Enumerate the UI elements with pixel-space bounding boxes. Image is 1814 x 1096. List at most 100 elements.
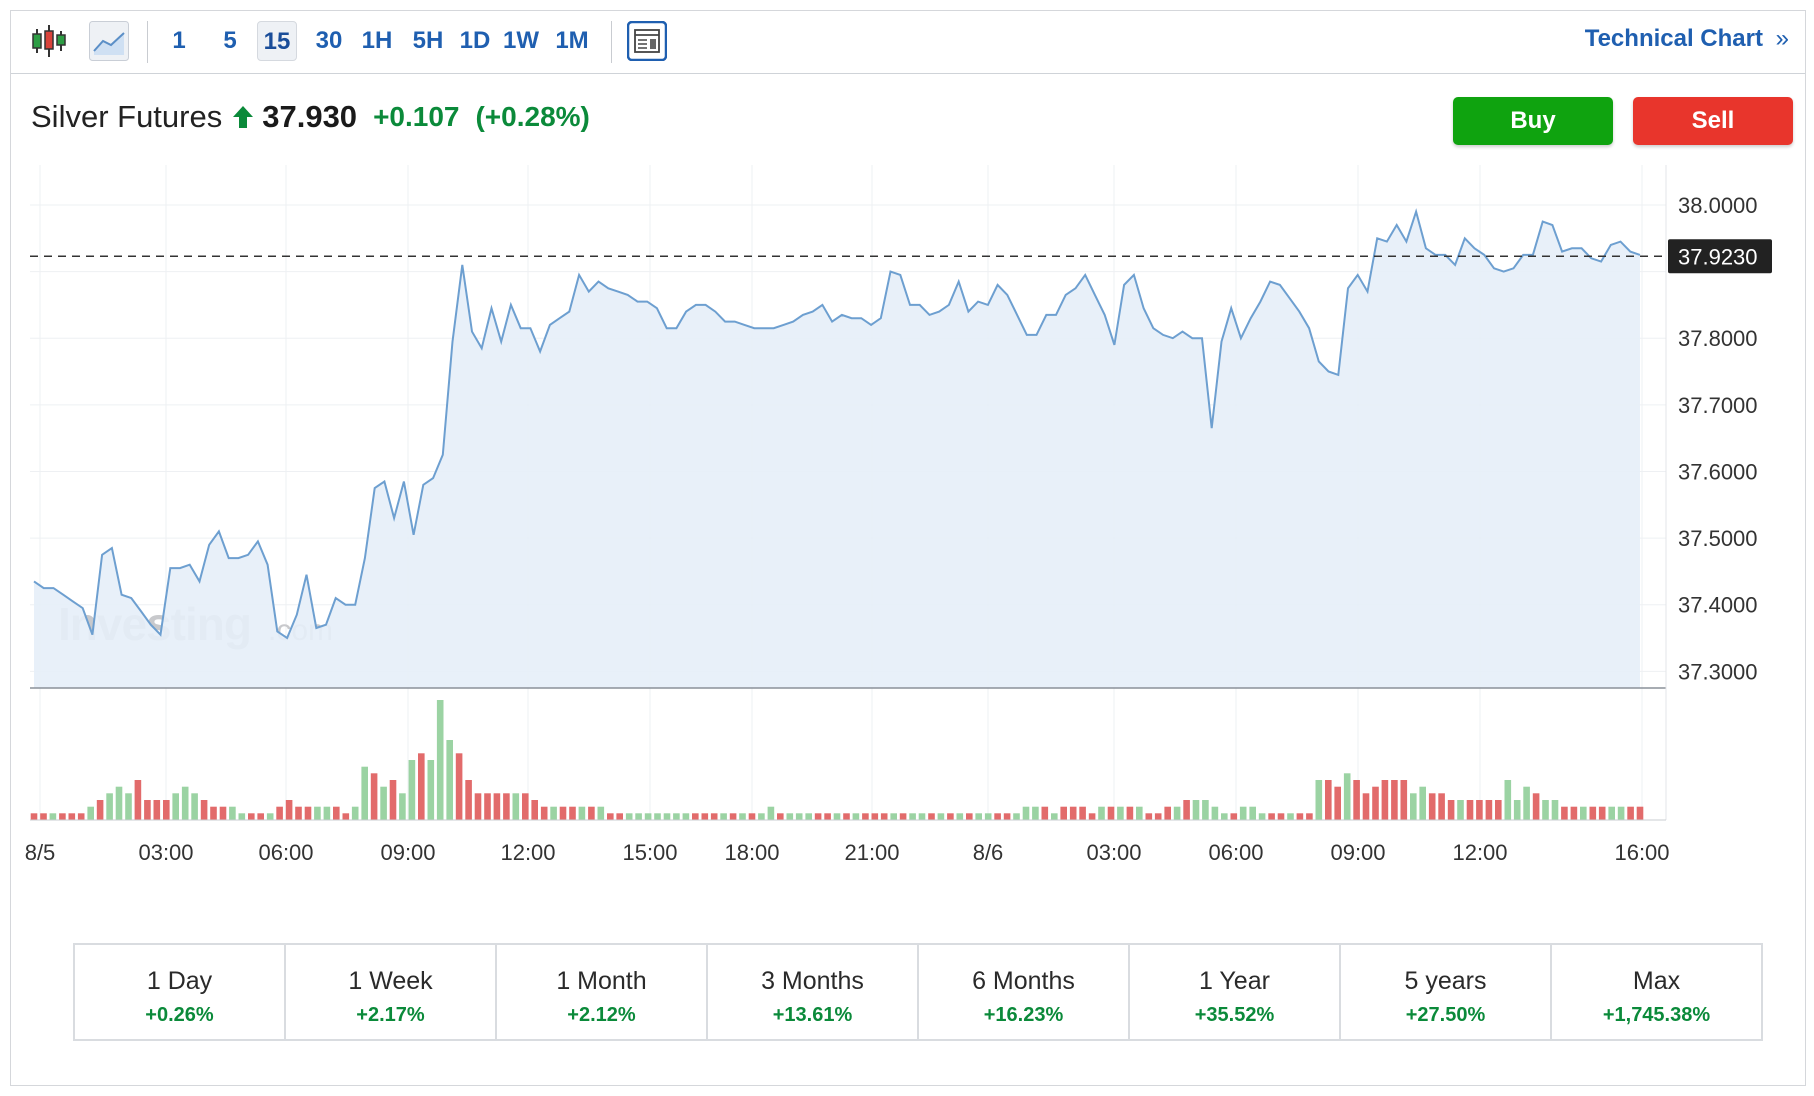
volume-bar (1173, 806, 1181, 820)
interval-button-1h[interactable]: 1H (361, 27, 393, 54)
volume-bar (40, 813, 47, 820)
volume-bar (852, 813, 860, 820)
period-6-months[interactable]: 6 Months +16.23% (919, 945, 1130, 1039)
volume-bar (1400, 780, 1408, 820)
buy-button[interactable]: Buy (1453, 97, 1613, 145)
period-label: 6 Months (972, 967, 1075, 995)
period-label: 1 Month (556, 967, 647, 995)
volume-bar (1353, 780, 1360, 820)
volume-bar (578, 806, 586, 820)
volume-bar (87, 806, 94, 820)
volume-bar (880, 813, 888, 820)
volume-bar (266, 813, 274, 820)
volume-bar (153, 800, 161, 820)
volume-bar (909, 813, 916, 820)
volume-bar (257, 813, 264, 820)
volume-bar (314, 806, 321, 820)
interval-button-1[interactable]: 1 (172, 27, 186, 54)
volume-bar (1051, 813, 1058, 820)
volume-bar (191, 793, 198, 820)
volume-bar (607, 813, 614, 820)
interval-button-1w[interactable]: 1W (503, 27, 539, 54)
area-chart-icon[interactable] (89, 21, 129, 61)
chart-layout-icon[interactable] (627, 21, 667, 61)
x-tick-label: 12:00 (500, 840, 555, 865)
period-change: +27.50% (1405, 1004, 1486, 1026)
volume-bar (446, 740, 453, 820)
sell-button[interactable]: Sell (1633, 97, 1793, 145)
period-5-years[interactable]: 5 years +27.50% (1341, 945, 1552, 1039)
volume-bar (96, 800, 104, 820)
volume-bar (1249, 806, 1256, 820)
interval-button-15[interactable]: 15 (257, 21, 297, 61)
volume-bar (1391, 780, 1398, 820)
volume-bar (115, 786, 123, 820)
volume-bar (918, 813, 926, 820)
volume-bar (644, 813, 652, 820)
volume-bar (304, 806, 312, 820)
volume-bar (1542, 800, 1549, 820)
y-tick-label: 37.3000 (1678, 659, 1758, 684)
x-tick-label: 03:00 (138, 840, 193, 865)
y-tick-label: 37.5000 (1678, 526, 1758, 551)
volume-bar (399, 793, 406, 820)
volume-bar (729, 813, 737, 820)
volume-bar (625, 813, 633, 820)
technical-chart-link[interactable]: Technical Chart » (1585, 25, 1789, 53)
volume-bar (654, 813, 661, 820)
volume-bar (795, 813, 803, 820)
volume-bar (1636, 806, 1644, 820)
volume-bar (824, 813, 831, 820)
volume-bar (1287, 813, 1294, 820)
volume-bar (1608, 806, 1615, 820)
period-label: 1 Year (1199, 967, 1270, 995)
volume-bar (1069, 806, 1077, 820)
volume-bar (370, 773, 378, 820)
volume-bar (984, 813, 992, 820)
y-tick-label: 37.6000 (1678, 459, 1758, 484)
chart-widget: 1 5 15 30 1H 5H 1D 1W 1M Technical Chart » Silve… (10, 10, 1806, 1086)
instrument-name: Silver Futures (31, 99, 223, 134)
volume-bar (701, 813, 709, 820)
volume-bar (1296, 813, 1304, 820)
volume-bar (1060, 806, 1067, 820)
x-tick-label: 09:00 (380, 840, 435, 865)
volume-bar (1022, 806, 1030, 820)
volume-bar (1438, 793, 1445, 820)
volume-bar (531, 800, 538, 820)
technical-chart-label: Technical Chart (1584, 25, 1763, 52)
interval-button-1d[interactable]: 1D (459, 27, 491, 54)
volume-bar (588, 806, 595, 820)
volume-bar (49, 813, 57, 820)
period-max[interactable]: Max +1,745.38% (1552, 945, 1761, 1039)
period-3-months[interactable]: 3 Months +13.61% (708, 945, 919, 1039)
volume-bar (1428, 793, 1436, 820)
y-tick-label: 38.0000 (1678, 193, 1758, 218)
period-change: +0.26% (145, 1004, 214, 1026)
period-1-week[interactable]: 1 Week +2.17% (286, 945, 497, 1039)
period-1-month[interactable]: 1 Month +2.12% (497, 945, 708, 1039)
period-1-year[interactable]: 1 Year +35.52% (1130, 945, 1341, 1039)
period-change: +2.12% (567, 1004, 636, 1026)
volume-bar (1202, 800, 1209, 820)
volume-bar (947, 813, 954, 820)
interval-button-5[interactable]: 5 (223, 27, 237, 54)
volume-bar (937, 813, 945, 820)
volume-bar (465, 780, 472, 820)
volume-bar (540, 806, 548, 820)
period-1-day[interactable]: 1 Day +0.26% (75, 945, 286, 1039)
volume-bar (1561, 806, 1568, 820)
volume-bar (229, 806, 236, 820)
volume-bar (1079, 806, 1086, 820)
volume-bar (1580, 806, 1587, 820)
volume-bar (1466, 800, 1474, 820)
candlestick-chart-icon[interactable] (29, 21, 69, 61)
volume-bar (276, 806, 283, 820)
interval-button-30[interactable]: 30 (315, 27, 343, 54)
interval-button-1m[interactable]: 1M (555, 27, 589, 54)
volume-bar (1457, 800, 1464, 820)
interval-button-5h[interactable]: 5H (412, 27, 444, 54)
period-label: Max (1632, 967, 1681, 995)
price-area-fill (34, 211, 1640, 688)
